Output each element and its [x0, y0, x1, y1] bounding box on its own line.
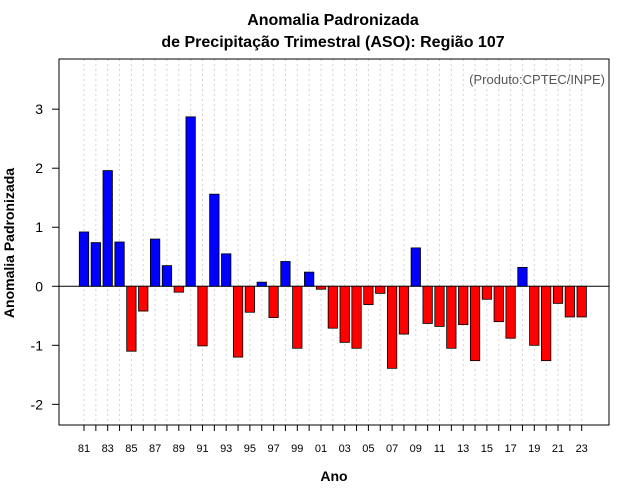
x-tick-label-83: 83: [102, 443, 114, 455]
bar-1995: [244, 285, 255, 313]
bar-2011: [434, 285, 445, 327]
bar-2006: [375, 285, 386, 294]
y-axis: -2 -1 0 1 2 3: [31, 101, 59, 412]
y-tick-label-3: 1: [35, 219, 43, 235]
bar-1997: [268, 285, 279, 318]
y-tick-label-0: -2: [31, 396, 44, 412]
bar-2013: [458, 285, 469, 326]
bar-2022: [564, 285, 575, 318]
x-axis-label: Ano: [320, 468, 347, 484]
x-tick-label-05: 05: [362, 443, 374, 455]
bar-1985: [126, 285, 137, 352]
bar-2009: [410, 247, 421, 287]
bar-2000: [304, 271, 315, 287]
bar-2001: [315, 285, 327, 290]
bar-1992: [209, 193, 220, 287]
bar-1982: [90, 242, 101, 287]
bar-1993: [221, 253, 232, 287]
x-tick-label-21: 21: [552, 443, 564, 455]
x-tick-label-03: 03: [339, 443, 351, 455]
x-tick-label-23: 23: [576, 443, 588, 455]
bar-1988: [161, 265, 173, 287]
y-tick-label-2: 0: [35, 278, 43, 294]
bar-2004: [351, 285, 362, 349]
chart-title-line1: Anomalia Padronizada: [247, 12, 419, 29]
x-tick-label-11: 11: [434, 443, 445, 455]
bar-2007: [386, 285, 398, 369]
bar-2008: [398, 285, 410, 335]
x-tick-label-97: 97: [267, 443, 279, 455]
x-tick-label-01: 01: [315, 443, 327, 455]
bar-1991: [197, 285, 208, 347]
bar-1996: [256, 281, 267, 287]
bar-2021: [552, 285, 564, 304]
x-tick-label-99: 99: [291, 443, 303, 455]
bar-1990: [185, 116, 196, 287]
x-tick-label-15: 15: [481, 443, 493, 455]
bar-2015: [481, 285, 493, 300]
x-tick-label-89: 89: [173, 443, 185, 455]
x-tick-label-09: 09: [410, 443, 422, 455]
bar-1981: [78, 231, 90, 287]
chart-annotation: (Produto:CPTEC/INPE): [469, 72, 605, 87]
bar-1986: [138, 285, 149, 312]
x-tick-label-17: 17: [504, 443, 516, 455]
x-tick-label-95: 95: [244, 443, 256, 455]
y-tick-label-5: 3: [35, 101, 43, 117]
bar-1983: [102, 170, 113, 287]
bar-2002: [327, 285, 338, 329]
bar-2020: [541, 285, 552, 362]
bar-1989: [173, 285, 184, 293]
bar-2016: [493, 285, 504, 323]
y-axis-label: Anomalia Padronizada: [1, 168, 17, 318]
chart-title-line2: de Precipitação Trimestral (ASO): Região…: [161, 34, 504, 51]
bar-1987: [149, 238, 161, 287]
bar-2012: [446, 285, 457, 349]
x-tick-label-07: 07: [386, 443, 398, 455]
y-tick-label-4: 2: [35, 160, 43, 176]
x-tick-label-85: 85: [125, 443, 137, 455]
x-axis: 81 83 85 87 89 91 93 95 97 99 01 03 05 07 09 11 13 15 17 19…: [78, 425, 588, 455]
plot-frame: [58, 58, 610, 426]
bar-2018: [517, 266, 528, 287]
x-tick-label-91: 91: [196, 443, 208, 455]
x-tick-label-87: 87: [149, 443, 161, 455]
grid-layer: [83, 59, 583, 425]
bar-2023: [576, 285, 587, 318]
bar-2014: [469, 285, 481, 362]
bar-2010: [422, 285, 433, 324]
bar-1994: [232, 285, 244, 358]
y-tick-label-1: -1: [31, 337, 44, 353]
bar-layer: [78, 116, 587, 369]
bar-2005: [363, 285, 374, 305]
bar-1999: [292, 285, 303, 349]
bar-2017: [505, 285, 516, 339]
x-tick-label-93: 93: [220, 443, 232, 455]
x-tick-label-19: 19: [528, 443, 540, 455]
x-tick-label-81: 81: [78, 443, 90, 455]
bar-1998: [280, 261, 291, 287]
bar-2019: [529, 285, 540, 346]
x-tick-label-13: 13: [457, 443, 469, 455]
bar-2003: [339, 285, 350, 343]
bar-1984: [114, 241, 125, 287]
